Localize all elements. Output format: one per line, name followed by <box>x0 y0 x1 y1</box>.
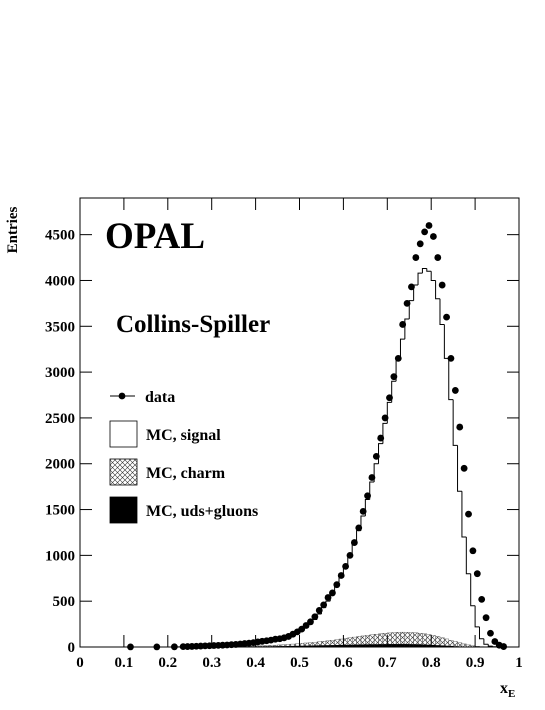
data-point <box>316 607 323 614</box>
data-point <box>333 581 340 588</box>
y-tick-label: 4000 <box>45 273 75 289</box>
data-point <box>320 601 327 608</box>
data-point <box>461 465 468 472</box>
legend-swatch <box>110 421 137 447</box>
x-tick-label: 0.6 <box>334 655 353 671</box>
y-tick-label: 2000 <box>45 457 75 473</box>
legend-label: MC, signal <box>146 427 221 444</box>
legend-swatch <box>110 497 137 523</box>
data-point <box>369 474 376 481</box>
data-point <box>399 321 406 328</box>
data-point <box>373 453 380 460</box>
data-point <box>360 508 367 515</box>
x-tick-label: 0.4 <box>246 655 265 671</box>
data-point <box>404 300 411 307</box>
legend-marker <box>119 393 126 400</box>
data-point <box>487 630 494 637</box>
data-point <box>456 424 463 431</box>
y-tick-label: 3500 <box>45 319 75 335</box>
y-tick-label: 1000 <box>45 548 75 564</box>
legend-swatch <box>110 459 137 485</box>
data-point <box>382 415 389 422</box>
data-point <box>408 283 415 290</box>
data-point <box>443 314 450 321</box>
data-point <box>470 547 477 554</box>
legend-label: MC, charm <box>146 465 226 482</box>
data-point <box>329 590 336 597</box>
data-point <box>390 373 397 380</box>
x-tick-label: 0.1 <box>115 655 134 671</box>
legend-label: MC, uds+gluons <box>146 503 258 520</box>
y-tick-label: 2500 <box>45 411 75 427</box>
data-point <box>430 233 437 240</box>
hatched-bin <box>458 643 462 647</box>
data-point <box>434 254 441 261</box>
x-axis-label-main: x <box>500 680 508 697</box>
y-tick-label: 3000 <box>45 365 75 381</box>
data-point <box>421 229 428 236</box>
y-tick-label: 500 <box>53 594 76 610</box>
x-tick-label: 1 <box>515 655 523 671</box>
data-point <box>347 552 354 559</box>
data-point <box>439 282 446 289</box>
chart-title: OPAL <box>105 216 205 257</box>
legend-label: data <box>145 389 175 406</box>
x-tick-label: 0.5 <box>290 655 309 671</box>
data-point <box>412 254 419 261</box>
data-point <box>465 511 472 518</box>
data-point <box>417 240 424 247</box>
chart-subtitle: Collins-Spiller <box>116 311 270 338</box>
y-tick-label: 1500 <box>45 503 75 519</box>
data-point <box>364 492 371 499</box>
y-tick-label: 0 <box>68 640 76 656</box>
data-point <box>426 222 433 229</box>
data-point <box>355 524 362 531</box>
data-point <box>386 394 393 401</box>
data-point <box>395 355 402 362</box>
data-point <box>351 539 358 546</box>
data-point <box>448 355 455 362</box>
x-tick-label: 0.3 <box>202 655 221 671</box>
x-tick-label: 0.8 <box>422 655 441 671</box>
data-point <box>311 613 318 620</box>
y-axis-label: Entries <box>5 207 21 254</box>
data-point <box>377 435 384 442</box>
hatched-bin <box>449 640 453 647</box>
data-point <box>342 563 349 570</box>
data-point <box>483 614 490 621</box>
x-tick-label: 0.7 <box>378 655 397 671</box>
hatched-bin <box>453 642 457 647</box>
data-point <box>338 572 345 579</box>
data-point <box>452 387 459 394</box>
x-axis-label-sub: E <box>508 688 515 700</box>
x-tick-label: 0.9 <box>466 655 485 671</box>
x-tick-label: 0 <box>76 655 84 671</box>
y-tick-label: 4500 <box>45 228 75 244</box>
x-tick-label: 0.2 <box>158 655 177 671</box>
data-point <box>474 570 481 577</box>
data-point <box>478 596 485 603</box>
